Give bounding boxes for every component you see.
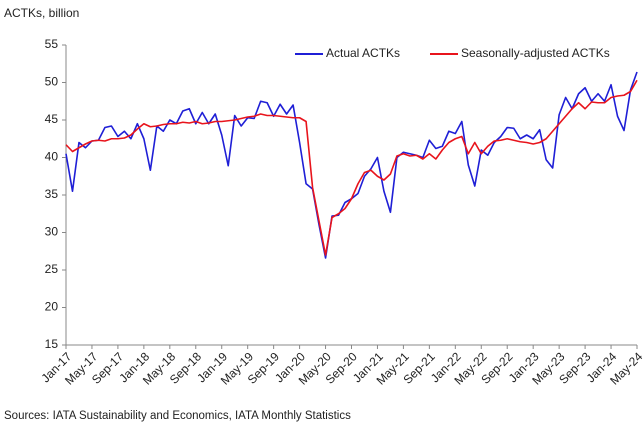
y-tick-label: 40: [45, 150, 59, 164]
y-tick-label: 15: [45, 337, 59, 351]
y-tick-label: 45: [45, 112, 59, 126]
y-tick-label: 30: [45, 225, 59, 239]
y-tick-label: 20: [45, 300, 59, 314]
legend-label: Seasonally-adjusted ACTKs: [461, 46, 610, 60]
y-tick-label: 25: [45, 262, 59, 276]
y-tick-label: 50: [45, 75, 59, 89]
legend-label: Actual ACTKs: [326, 46, 400, 60]
y-axis-label: ACTKs, billion: [4, 6, 79, 20]
line-series: [65, 79, 638, 256]
line-series: [65, 71, 638, 259]
y-tick-label: 55: [45, 37, 59, 51]
source: Sources: IATA Sustainability and Economi…: [4, 410, 351, 422]
y-tick-label: 35: [45, 187, 59, 201]
